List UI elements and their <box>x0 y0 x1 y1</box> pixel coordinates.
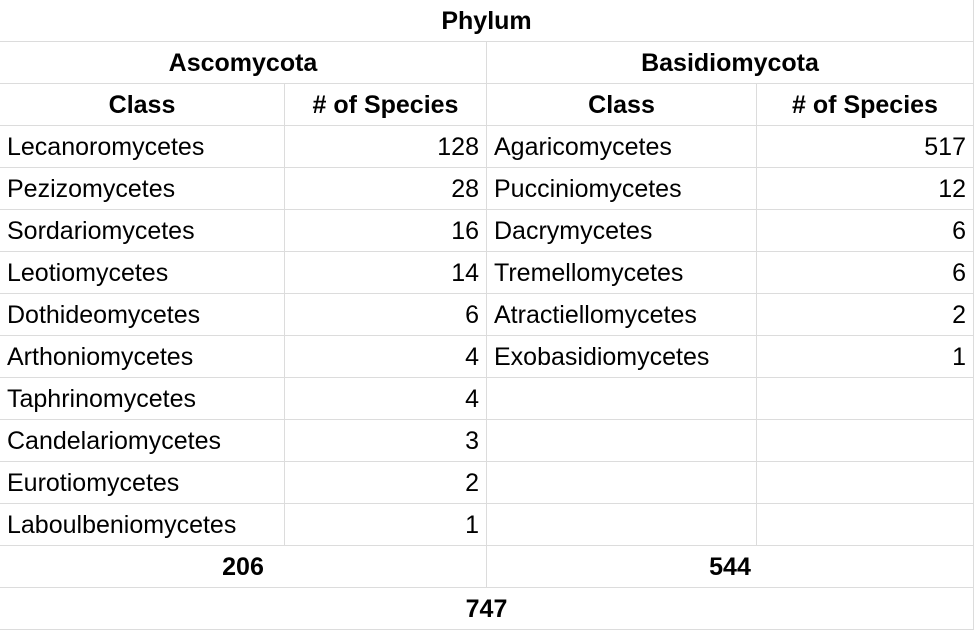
empty-cell <box>487 504 757 546</box>
species-count-cell: 14 <box>285 252 487 294</box>
empty-cell <box>757 504 974 546</box>
species-count-cell: 4 <box>285 336 487 378</box>
species-count-cell: 6 <box>757 252 974 294</box>
species-count-cell: 1 <box>757 336 974 378</box>
species-count-cell: 1 <box>285 504 487 546</box>
class-name-cell: Laboulbeniomycetes <box>0 504 285 546</box>
group-total: 544 <box>487 546 974 588</box>
class-name-cell: Lecanoromycetes <box>0 126 285 168</box>
column-header-class: Class <box>0 84 285 126</box>
group-total: 206 <box>0 546 487 588</box>
empty-cell <box>487 462 757 504</box>
group-header: Ascomycota <box>0 42 487 84</box>
species-count-cell: 28 <box>285 168 487 210</box>
class-name-cell: Arthoniomycetes <box>0 336 285 378</box>
species-count-cell: 3 <box>285 420 487 462</box>
empty-cell <box>757 462 974 504</box>
species-count-cell: 6 <box>285 294 487 336</box>
column-header-class: Class <box>487 84 757 126</box>
class-name-cell: Dothideomycetes <box>0 294 285 336</box>
table-title: Phylum <box>0 0 974 42</box>
column-header-species: # of Species <box>285 84 487 126</box>
species-count-cell: 12 <box>757 168 974 210</box>
class-name-cell: Taphrinomycetes <box>0 378 285 420</box>
species-count-cell: 2 <box>285 462 487 504</box>
class-name-cell: Tremellomycetes <box>487 252 757 294</box>
class-name-cell: Dacrymycetes <box>487 210 757 252</box>
class-name-cell: Sordariomycetes <box>0 210 285 252</box>
species-count-cell: 4 <box>285 378 487 420</box>
group-header: Basidiomycota <box>487 42 974 84</box>
class-name-cell: Eurotiomycetes <box>0 462 285 504</box>
class-name-cell: Agaricomycetes <box>487 126 757 168</box>
class-name-cell: Pucciniomycetes <box>487 168 757 210</box>
column-header-species: # of Species <box>757 84 974 126</box>
empty-cell <box>757 420 974 462</box>
empty-cell <box>757 378 974 420</box>
species-count-cell: 517 <box>757 126 974 168</box>
empty-cell <box>487 378 757 420</box>
species-count-cell: 16 <box>285 210 487 252</box>
class-name-cell: Exobasidiomycetes <box>487 336 757 378</box>
class-name-cell: Pezizomycetes <box>0 168 285 210</box>
class-name-cell: Candelariomycetes <box>0 420 285 462</box>
class-name-cell: Atractiellomycetes <box>487 294 757 336</box>
class-name-cell: Leotiomycetes <box>0 252 285 294</box>
species-count-cell: 6 <box>757 210 974 252</box>
grand-total: 747 <box>0 588 974 630</box>
species-count-cell: 2 <box>757 294 974 336</box>
empty-cell <box>487 420 757 462</box>
species-count-cell: 128 <box>285 126 487 168</box>
